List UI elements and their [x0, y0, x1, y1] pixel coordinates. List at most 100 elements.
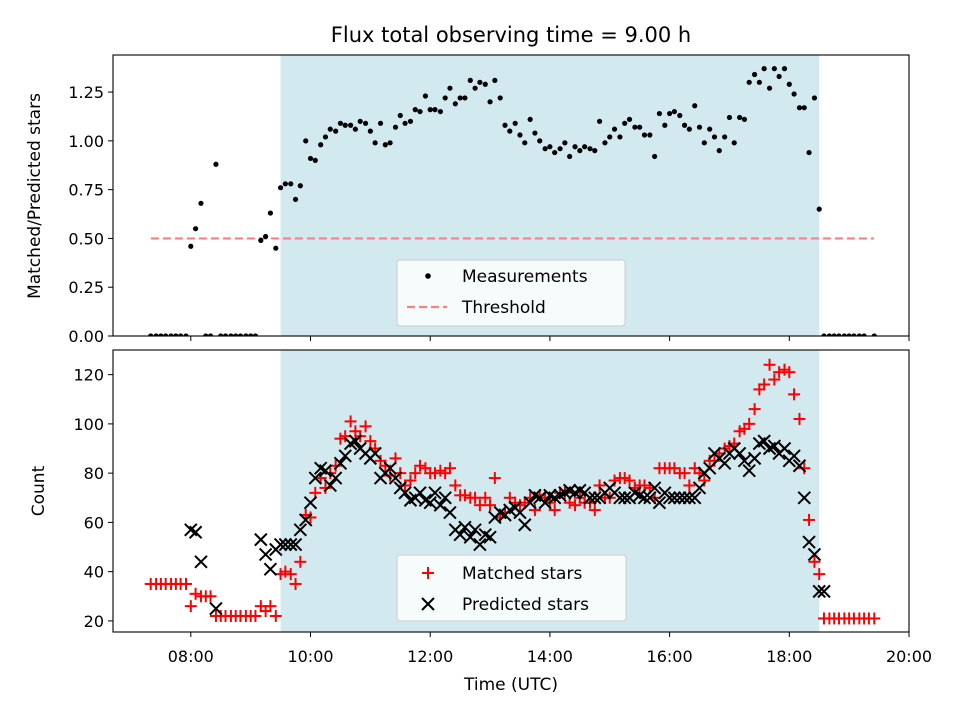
measurement-point — [337, 120, 344, 126]
measurement-point — [641, 132, 648, 138]
measurement-point — [402, 120, 408, 126]
measurement-point — [811, 95, 818, 101]
predicted-point — [254, 532, 268, 547]
measurement-point — [447, 85, 453, 91]
legend-predicted-marker — [421, 597, 435, 611]
measurement-point — [816, 206, 822, 212]
measurement-point — [273, 245, 279, 251]
measurement-point — [367, 128, 373, 134]
measurement-point — [472, 85, 478, 91]
matched-point — [443, 462, 456, 475]
measurement-point — [467, 77, 473, 83]
predicted-point — [767, 439, 782, 453]
measurement-point — [233, 333, 239, 336]
measurement-point — [462, 95, 468, 101]
measurement-point — [437, 108, 443, 115]
predicted-point — [777, 441, 792, 456]
matched-point — [404, 474, 417, 487]
measurement-point — [372, 140, 378, 146]
measurement-point — [711, 134, 718, 140]
measurement-point — [761, 66, 767, 72]
predicted-point — [318, 463, 333, 478]
matched-point — [803, 513, 816, 526]
predicted-point — [717, 456, 732, 470]
measurement-point — [352, 126, 358, 132]
measurement-point — [312, 157, 318, 163]
measurement-point — [477, 79, 483, 85]
matched-point — [294, 555, 307, 568]
measurement-point — [707, 126, 713, 132]
x-tick-label: 18:00 — [766, 647, 812, 666]
matched-point — [813, 568, 826, 581]
measurement-point — [552, 149, 558, 156]
measurement-point — [607, 134, 613, 140]
top-y-tick-label: 0.25 — [68, 278, 104, 297]
measurement-point — [307, 155, 314, 162]
measurement-point — [327, 126, 333, 132]
measurement-point — [701, 140, 707, 146]
measurement-point — [856, 333, 862, 336]
predicted-point — [458, 520, 472, 535]
predicted-point — [513, 505, 527, 520]
predicted-point — [802, 535, 816, 549]
measurement-point — [821, 333, 827, 336]
measurement-point — [243, 333, 249, 336]
top-y-tick-label: 0.50 — [68, 229, 104, 248]
predicted-point — [647, 481, 662, 495]
matched-point — [783, 366, 796, 379]
measurement-point — [158, 333, 164, 336]
measurement-point — [297, 183, 303, 189]
x-tick-label: 08:00 — [168, 647, 214, 666]
x-tick-label: 20:00 — [886, 647, 932, 666]
measurement-point — [192, 226, 199, 232]
measurement-point — [407, 118, 414, 124]
predicted-point — [288, 537, 303, 552]
measurement-point — [722, 134, 728, 140]
bottom-y-tick-label: 100 — [73, 415, 104, 434]
measurement-point — [333, 128, 339, 134]
matched-point — [808, 555, 821, 568]
measurement-point — [318, 142, 324, 148]
predicted-point — [308, 471, 322, 485]
matched-point — [548, 504, 561, 517]
measurement-point — [567, 153, 573, 160]
predicted-point — [209, 601, 223, 616]
measurement-point — [547, 144, 553, 150]
predicted-point — [468, 523, 482, 537]
measurement-point — [387, 140, 393, 146]
predicted-point — [618, 491, 632, 505]
measurement-point — [756, 79, 762, 85]
measurement-point — [751, 71, 758, 78]
measurement-point — [841, 333, 847, 336]
measurement-point — [826, 333, 832, 336]
matched-point — [683, 479, 696, 492]
matched-point — [793, 412, 806, 425]
measurement-point — [492, 77, 498, 83]
measurement-point — [203, 333, 209, 336]
measurement-point — [432, 107, 438, 113]
predicted-point — [299, 513, 313, 527]
measurement-point — [258, 237, 264, 243]
measurement-point — [248, 333, 254, 336]
measurement-point — [517, 132, 523, 138]
measurement-point — [831, 333, 837, 336]
measurement-point — [766, 85, 773, 91]
measurement-point — [786, 81, 792, 87]
measurement-point — [656, 110, 663, 117]
measurement-point — [771, 66, 777, 72]
predicted-point — [807, 547, 822, 562]
measurement-point — [632, 124, 638, 130]
measurement-point — [871, 333, 877, 336]
measurement-point — [168, 333, 174, 336]
measurement-point — [277, 185, 284, 191]
measurement-point — [692, 103, 698, 109]
measurement-point — [153, 333, 159, 336]
bottom-y-axis-label: Count — [29, 465, 49, 516]
legend-predicted-label: Predicted stars — [462, 595, 589, 615]
measurement-point — [502, 122, 508, 128]
measurement-point — [746, 79, 752, 85]
predicted-point — [643, 491, 657, 505]
measurement-point — [662, 122, 668, 128]
bottom-axes-frame — [112, 349, 910, 633]
